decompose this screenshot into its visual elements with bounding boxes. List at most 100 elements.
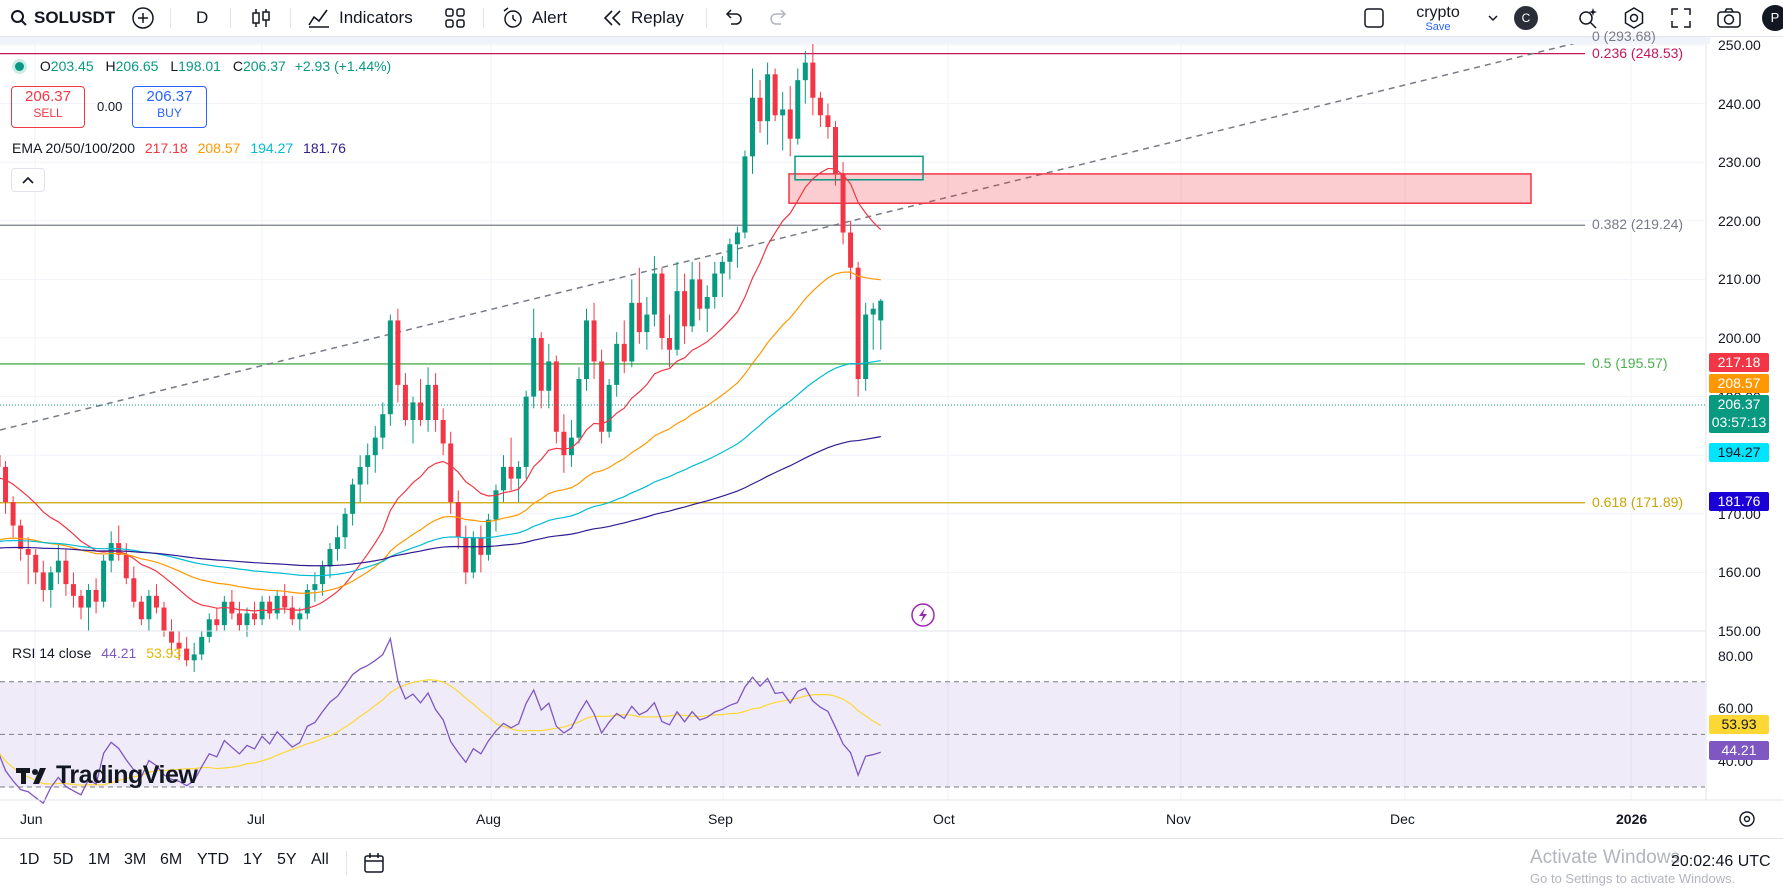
candle xyxy=(138,595,144,626)
replay-label: Replay xyxy=(631,8,684,27)
timeframe-all[interactable]: All xyxy=(311,851,329,868)
price-tick: 250.00 xyxy=(1718,37,1761,53)
candle xyxy=(470,531,476,579)
time-axis-settings-button[interactable] xyxy=(1738,810,1756,833)
candle xyxy=(561,414,567,473)
profile-button[interactable]: P xyxy=(1762,0,1783,36)
candle xyxy=(855,261,861,397)
buy-price: 206.37 xyxy=(146,88,193,105)
profile-avatar: P xyxy=(1762,5,1783,31)
candle xyxy=(825,103,831,139)
time-tick: Aug xyxy=(476,811,501,827)
templates-button[interactable] xyxy=(444,0,466,36)
tradingview-logo[interactable]: TradingView xyxy=(16,761,198,790)
candle xyxy=(870,302,876,350)
user-button[interactable]: C xyxy=(1514,0,1538,36)
candle xyxy=(523,390,529,479)
candle xyxy=(0,455,1,467)
candle xyxy=(863,302,869,391)
separator xyxy=(346,851,347,875)
timeframe-1y[interactable]: 1Y xyxy=(243,851,263,868)
candle xyxy=(267,595,273,620)
candle xyxy=(350,478,356,526)
timeframe-5d[interactable]: 5D xyxy=(53,851,74,868)
candle xyxy=(357,455,363,503)
ema-legend[interactable]: EMA 20/50/100/200 217.18 208.57 194.27 1… xyxy=(12,140,346,156)
pane-gap xyxy=(0,36,1710,44)
current-price-label: 206.37 03:57:13 xyxy=(1709,395,1769,433)
candle xyxy=(817,91,823,128)
compare-button[interactable] xyxy=(131,0,155,36)
candle xyxy=(63,548,69,596)
user-initial: C xyxy=(1521,11,1531,25)
timeframe-3m[interactable]: 3M xyxy=(124,851,147,868)
interval-button[interactable]: D xyxy=(196,0,208,36)
snapshot-button[interactable] xyxy=(1716,0,1742,36)
candle xyxy=(606,379,612,438)
rewind-icon xyxy=(603,10,621,26)
indicators-icon xyxy=(308,9,329,28)
candle xyxy=(629,279,635,368)
undo-icon xyxy=(725,9,742,25)
settings-button[interactable] xyxy=(1622,0,1646,36)
timeframe-1m[interactable]: 1M xyxy=(88,851,111,868)
rsi-legend[interactable]: RSI 14 close 44.21 53.93 xyxy=(12,645,181,661)
candle xyxy=(651,255,657,327)
zones[interactable] xyxy=(788,155,1532,204)
date-range-button[interactable] xyxy=(362,851,386,880)
indicators-button[interactable]: Indicators xyxy=(307,0,413,36)
symbol-search[interactable]: SOLUSDT xyxy=(10,0,115,36)
timeframe-5y[interactable]: 5Y xyxy=(277,851,297,868)
ema20-value: 217.18 xyxy=(144,140,188,156)
layout-save[interactable]: crypto Save xyxy=(1406,0,1470,36)
chart-type-button[interactable] xyxy=(250,0,272,36)
magic-search-icon xyxy=(1579,8,1597,29)
separator xyxy=(170,8,171,28)
fullscreen-button[interactable] xyxy=(1670,0,1692,36)
timeframe-6m[interactable]: 6M xyxy=(160,851,183,868)
candle xyxy=(727,238,733,280)
fib-retracement[interactable] xyxy=(0,52,1585,504)
candle xyxy=(169,619,175,655)
candle xyxy=(591,302,597,380)
layout-checkbox[interactable] xyxy=(1362,0,1386,36)
replay-button[interactable]: Replay xyxy=(602,0,684,36)
time-tick: Jul xyxy=(247,811,265,827)
gear-icon xyxy=(1624,7,1644,29)
candle xyxy=(848,220,854,280)
redo-button[interactable] xyxy=(768,0,790,36)
layout-menu-button[interactable] xyxy=(1486,0,1500,36)
buy-label: BUY xyxy=(157,106,182,120)
price-tick: 200.00 xyxy=(1718,330,1761,346)
candle xyxy=(659,267,665,350)
lightning-icon xyxy=(919,608,927,622)
rsi-tick: 60.00 xyxy=(1718,700,1754,716)
candle xyxy=(599,349,605,444)
candle xyxy=(70,572,76,608)
candle xyxy=(33,548,39,585)
bottom-toolbar: 1D 5D 1M 3M 6M YTD 1Y 5Y All Activate Wi… xyxy=(0,838,1783,889)
collapse-legend-button[interactable] xyxy=(11,168,45,192)
tradingview-logo-icon xyxy=(16,767,46,784)
candle xyxy=(765,62,771,145)
time-tick: Oct xyxy=(933,811,955,827)
ema-label: EMA 20/50/100/200 xyxy=(12,140,135,156)
candle xyxy=(78,589,84,620)
timeframe-1d[interactable]: 1D xyxy=(19,851,40,868)
trend-line[interactable] xyxy=(0,41,1581,431)
activate-windows-title: Activate Windows xyxy=(1530,847,1680,868)
timeframe-ytd[interactable]: YTD xyxy=(197,851,229,868)
buy-button[interactable]: 206.37 BUY xyxy=(132,86,207,128)
quick-search-button[interactable] xyxy=(1576,0,1600,36)
rsi-ma-axis-label: 53.93 xyxy=(1709,715,1769,734)
undo-button[interactable] xyxy=(722,0,744,36)
alert-button[interactable]: Alert xyxy=(501,0,567,36)
candle xyxy=(206,613,212,643)
candle xyxy=(191,642,197,673)
close-label: C xyxy=(232,58,243,74)
candle xyxy=(274,589,280,620)
clock[interactable]: 20:02:46 UTC xyxy=(1671,853,1771,870)
sell-button[interactable]: 206.37 SELL xyxy=(11,86,85,128)
supply-zone xyxy=(788,173,1532,204)
